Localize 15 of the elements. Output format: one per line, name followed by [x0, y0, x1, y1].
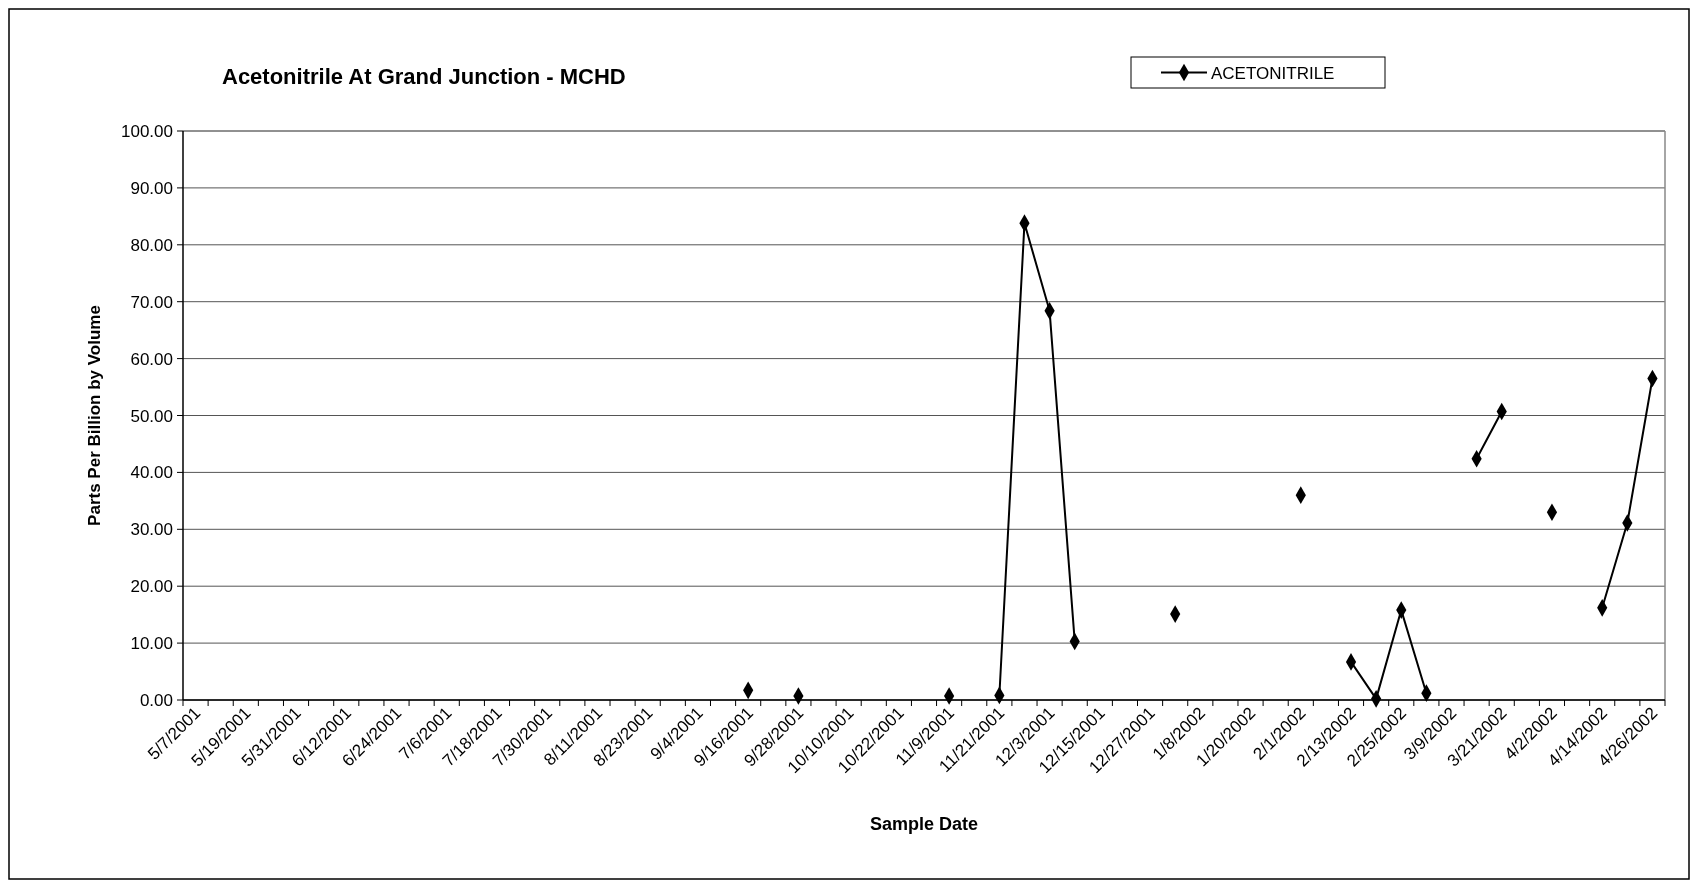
y-tick-label: 90.00 — [130, 178, 173, 198]
x-axis-title: Sample Date — [869, 814, 979, 834]
y-tick-label: 20.00 — [130, 577, 173, 597]
y-tick-label: 60.00 — [130, 349, 173, 369]
y-tick-label: 70.00 — [130, 292, 173, 312]
chart-title: Acetonitrile At Grand Junction - MCHD — [222, 64, 626, 89]
y-tick-label: 30.00 — [130, 520, 173, 540]
y-axis-title: Parts Per Billion by Volume — [85, 305, 104, 526]
y-tick-label: 80.00 — [130, 235, 173, 255]
y-tick-label: 100.00 — [121, 122, 173, 141]
y-tick-label: 0.00 — [139, 691, 173, 710]
y-tick-label: 40.00 — [130, 463, 173, 483]
y-tick-label: 10.00 — [130, 634, 173, 654]
y-tick-label: 50.00 — [130, 406, 173, 426]
legend-label: ACETONITRILE — [1211, 63, 1335, 83]
